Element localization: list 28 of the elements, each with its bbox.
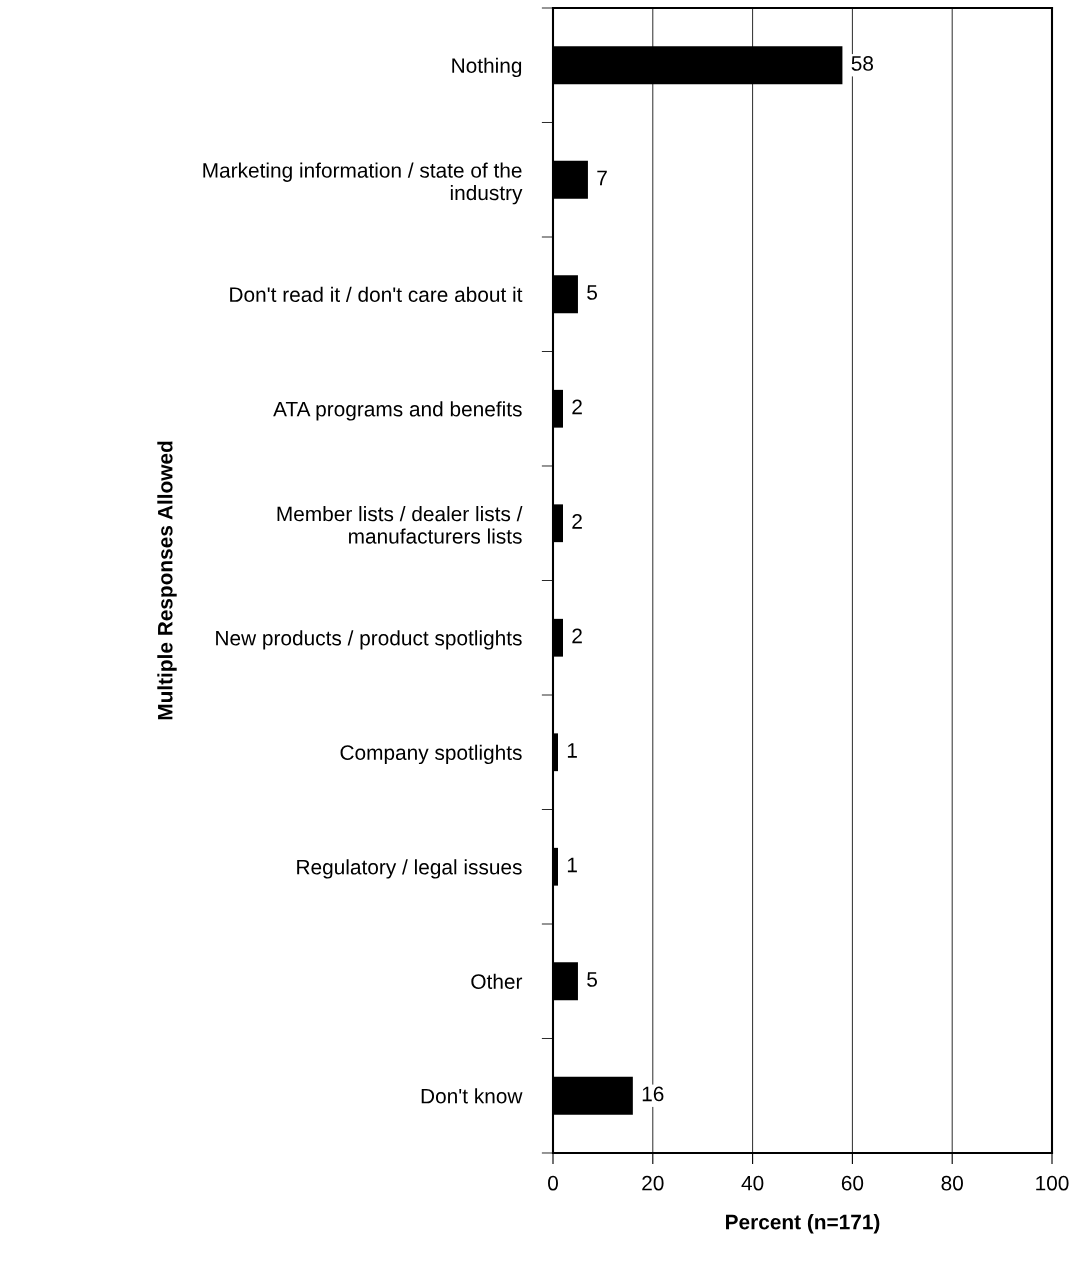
data-label: 2: [572, 399, 582, 415]
x-tick-label: 100: [1036, 1175, 1069, 1191]
x-tick-label: 20: [642, 1175, 664, 1191]
x-tick-label: 40: [741, 1175, 764, 1191]
data-label: 58: [851, 56, 874, 71]
data-label: 7: [597, 170, 607, 186]
y-tick-label: Regulatory / legal issues: [297, 859, 522, 879]
data-label: 2: [572, 628, 582, 644]
y-tick-label: Member lists / dealer lists / manufacturers lists: [277, 505, 523, 544]
data-label: 5: [587, 285, 597, 300]
y-tick-label: Nothing: [452, 57, 522, 78]
data-label: 1: [567, 857, 577, 873]
y-tick-label: Don't read it / don't care about it: [230, 286, 523, 302]
x-tick-label: 80: [941, 1175, 963, 1191]
x-tick-label: 60: [841, 1175, 864, 1191]
x-axis-title: Percent (n=171): [726, 1214, 880, 1234]
y-tick-label: Marketing information / state of the industry: [203, 162, 523, 205]
data-label: 2: [572, 514, 582, 529]
data-label: 16: [642, 1086, 664, 1102]
y-tick-label: New products / product spotlights: [216, 630, 522, 650]
data-label: 5: [587, 972, 597, 987]
y-tick-label: ATA programs and benefits: [273, 401, 522, 421]
y-tick-label: Company spotlights: [340, 744, 522, 765]
y-axis-title: Multiple Responses Allowed: [157, 441, 177, 720]
y-tick-label: Other: [471, 973, 523, 989]
y-tick-label: Don't know: [421, 1088, 523, 1104]
x-tick-label: 0: [548, 1175, 558, 1191]
data-label: 1: [567, 743, 577, 758]
